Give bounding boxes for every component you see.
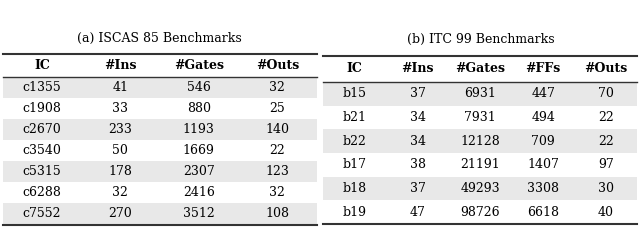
Text: c3540: c3540 [22,144,61,157]
Text: IC: IC [34,59,50,72]
Text: 178: 178 [109,165,132,178]
Bar [323,106,637,129]
Text: #Ins: #Ins [401,62,434,75]
Text: b15: b15 [343,87,367,100]
Bar [3,161,317,182]
Text: 2416: 2416 [183,186,215,199]
Text: 70: 70 [598,87,614,100]
Text: b22: b22 [343,135,367,148]
Text: #Ins: #Ins [104,59,137,72]
Text: 1407: 1407 [527,158,559,171]
Text: 108: 108 [266,207,289,220]
Text: 25: 25 [269,102,285,115]
Text: 1193: 1193 [183,123,215,136]
Text: 3512: 3512 [183,207,215,220]
Text: IC: IC [347,62,363,75]
Text: 33: 33 [113,102,129,115]
Text: b17: b17 [343,158,367,171]
Text: 37: 37 [410,87,426,100]
Text: 41: 41 [113,81,129,94]
Text: 47: 47 [410,206,426,219]
Text: c5315: c5315 [22,165,61,178]
Text: 98726: 98726 [461,206,500,219]
Text: b19: b19 [343,206,367,219]
Bar [3,182,317,204]
Text: 32: 32 [113,186,129,199]
Text: c6288: c6288 [22,186,61,199]
Text: #Gates: #Gates [455,62,506,75]
Text: c1355: c1355 [22,81,61,94]
Text: 50: 50 [113,144,129,157]
Bar [323,82,637,106]
Text: 7931: 7931 [465,111,496,124]
Text: 546: 546 [187,81,211,94]
Text: 22: 22 [598,135,614,148]
Bar [3,119,317,140]
Text: 97: 97 [598,158,614,171]
Text: 32: 32 [269,81,285,94]
Bar [323,200,637,224]
Text: #FFs: #FFs [525,62,561,75]
Text: c1908: c1908 [22,102,61,115]
Text: 140: 140 [266,123,289,136]
Text: 3308: 3308 [527,182,559,195]
Text: 22: 22 [269,144,285,157]
Text: 1669: 1669 [183,144,215,157]
Bar [3,98,317,119]
Text: 37: 37 [410,182,426,195]
Text: #Outs: #Outs [256,59,299,72]
Bar [323,177,637,200]
Text: 49293: 49293 [461,182,500,195]
Text: 6618: 6618 [527,206,559,219]
Text: #Outs: #Outs [584,62,627,75]
Text: 447: 447 [531,87,555,100]
Text: c7552: c7552 [23,207,61,220]
Bar [323,129,637,153]
Bar [3,77,317,98]
Text: 270: 270 [109,207,132,220]
Text: 2307: 2307 [183,165,215,178]
Bar [3,140,317,161]
Text: 34: 34 [410,111,426,124]
Text: 709: 709 [531,135,555,148]
Text: 233: 233 [109,123,132,136]
Text: 40: 40 [598,206,614,219]
Bar [323,153,637,177]
Text: 38: 38 [410,158,426,171]
Text: 21191: 21191 [460,158,500,171]
Text: #Gates: #Gates [174,59,224,72]
Text: 34: 34 [410,135,426,148]
Text: 12128: 12128 [460,135,500,148]
Text: b21: b21 [343,111,367,124]
Bar [3,204,317,225]
Text: 123: 123 [266,165,289,178]
Text: 30: 30 [598,182,614,195]
Text: 6931: 6931 [465,87,496,100]
Text: (b) ITC 99 Benchmarks: (b) ITC 99 Benchmarks [406,33,554,46]
Text: 880: 880 [187,102,211,115]
Text: c2670: c2670 [22,123,61,136]
Text: 494: 494 [531,111,555,124]
Text: b18: b18 [343,182,367,195]
Text: 22: 22 [598,111,614,124]
Text: 32: 32 [269,186,285,199]
Text: (a) ISCAS 85 Benchmarks: (a) ISCAS 85 Benchmarks [77,32,242,45]
